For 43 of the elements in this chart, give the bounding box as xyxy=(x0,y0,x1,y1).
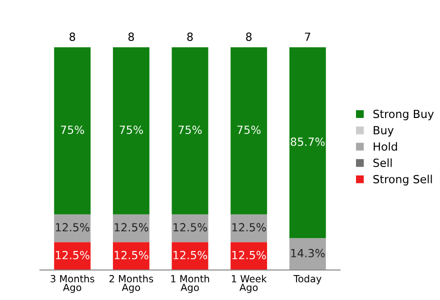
data-label: 85.7% xyxy=(290,138,325,146)
bar xyxy=(172,214,208,242)
text: 8 xyxy=(187,32,193,41)
data-label: 75% xyxy=(120,126,143,134)
x-tick-label: Today xyxy=(294,274,322,284)
bar xyxy=(172,47,208,214)
x-tick-label: 1 Week Ago xyxy=(232,274,267,293)
x-tick-label: 3 Months Ago xyxy=(50,274,94,293)
data-label: 75% xyxy=(237,126,261,134)
bar xyxy=(289,238,326,270)
bar xyxy=(172,242,208,270)
data-label: 75% xyxy=(178,126,202,134)
legend-label: Buy xyxy=(374,126,394,137)
data-label: 14.3% xyxy=(291,248,325,258)
data-label: 12.5% xyxy=(56,223,90,232)
text: 8 xyxy=(70,32,76,41)
data-label: 12.5% xyxy=(56,250,90,260)
legend-label: Strong Buy xyxy=(373,110,434,120)
text: 7 xyxy=(305,32,310,41)
legend-label: Hold xyxy=(374,142,397,151)
bar xyxy=(230,242,268,270)
bar xyxy=(289,47,326,238)
data-label: 12.5% xyxy=(114,250,148,260)
bar xyxy=(230,47,268,214)
legend-label: Strong Sell xyxy=(373,174,432,186)
bar xyxy=(112,47,150,214)
bar xyxy=(230,214,268,242)
legend-label: Sell xyxy=(373,158,392,168)
data-label: 12.5% xyxy=(232,250,266,260)
bar xyxy=(54,47,91,214)
data-label: 12.5% xyxy=(174,223,208,232)
bar xyxy=(54,214,91,242)
bar xyxy=(112,242,150,270)
data-label: 75% xyxy=(60,126,84,134)
bar xyxy=(112,214,150,242)
x-tick-label: 2 Months Ago xyxy=(109,274,154,293)
text: 8 xyxy=(128,32,134,41)
data-label: 12.5% xyxy=(174,250,208,260)
data-label: 12.5% xyxy=(232,223,266,232)
data-label: 12.5% xyxy=(114,223,148,232)
bar xyxy=(54,242,91,270)
text: 8 xyxy=(246,32,252,41)
x-tick-label: 1 Month Ago xyxy=(171,274,210,293)
